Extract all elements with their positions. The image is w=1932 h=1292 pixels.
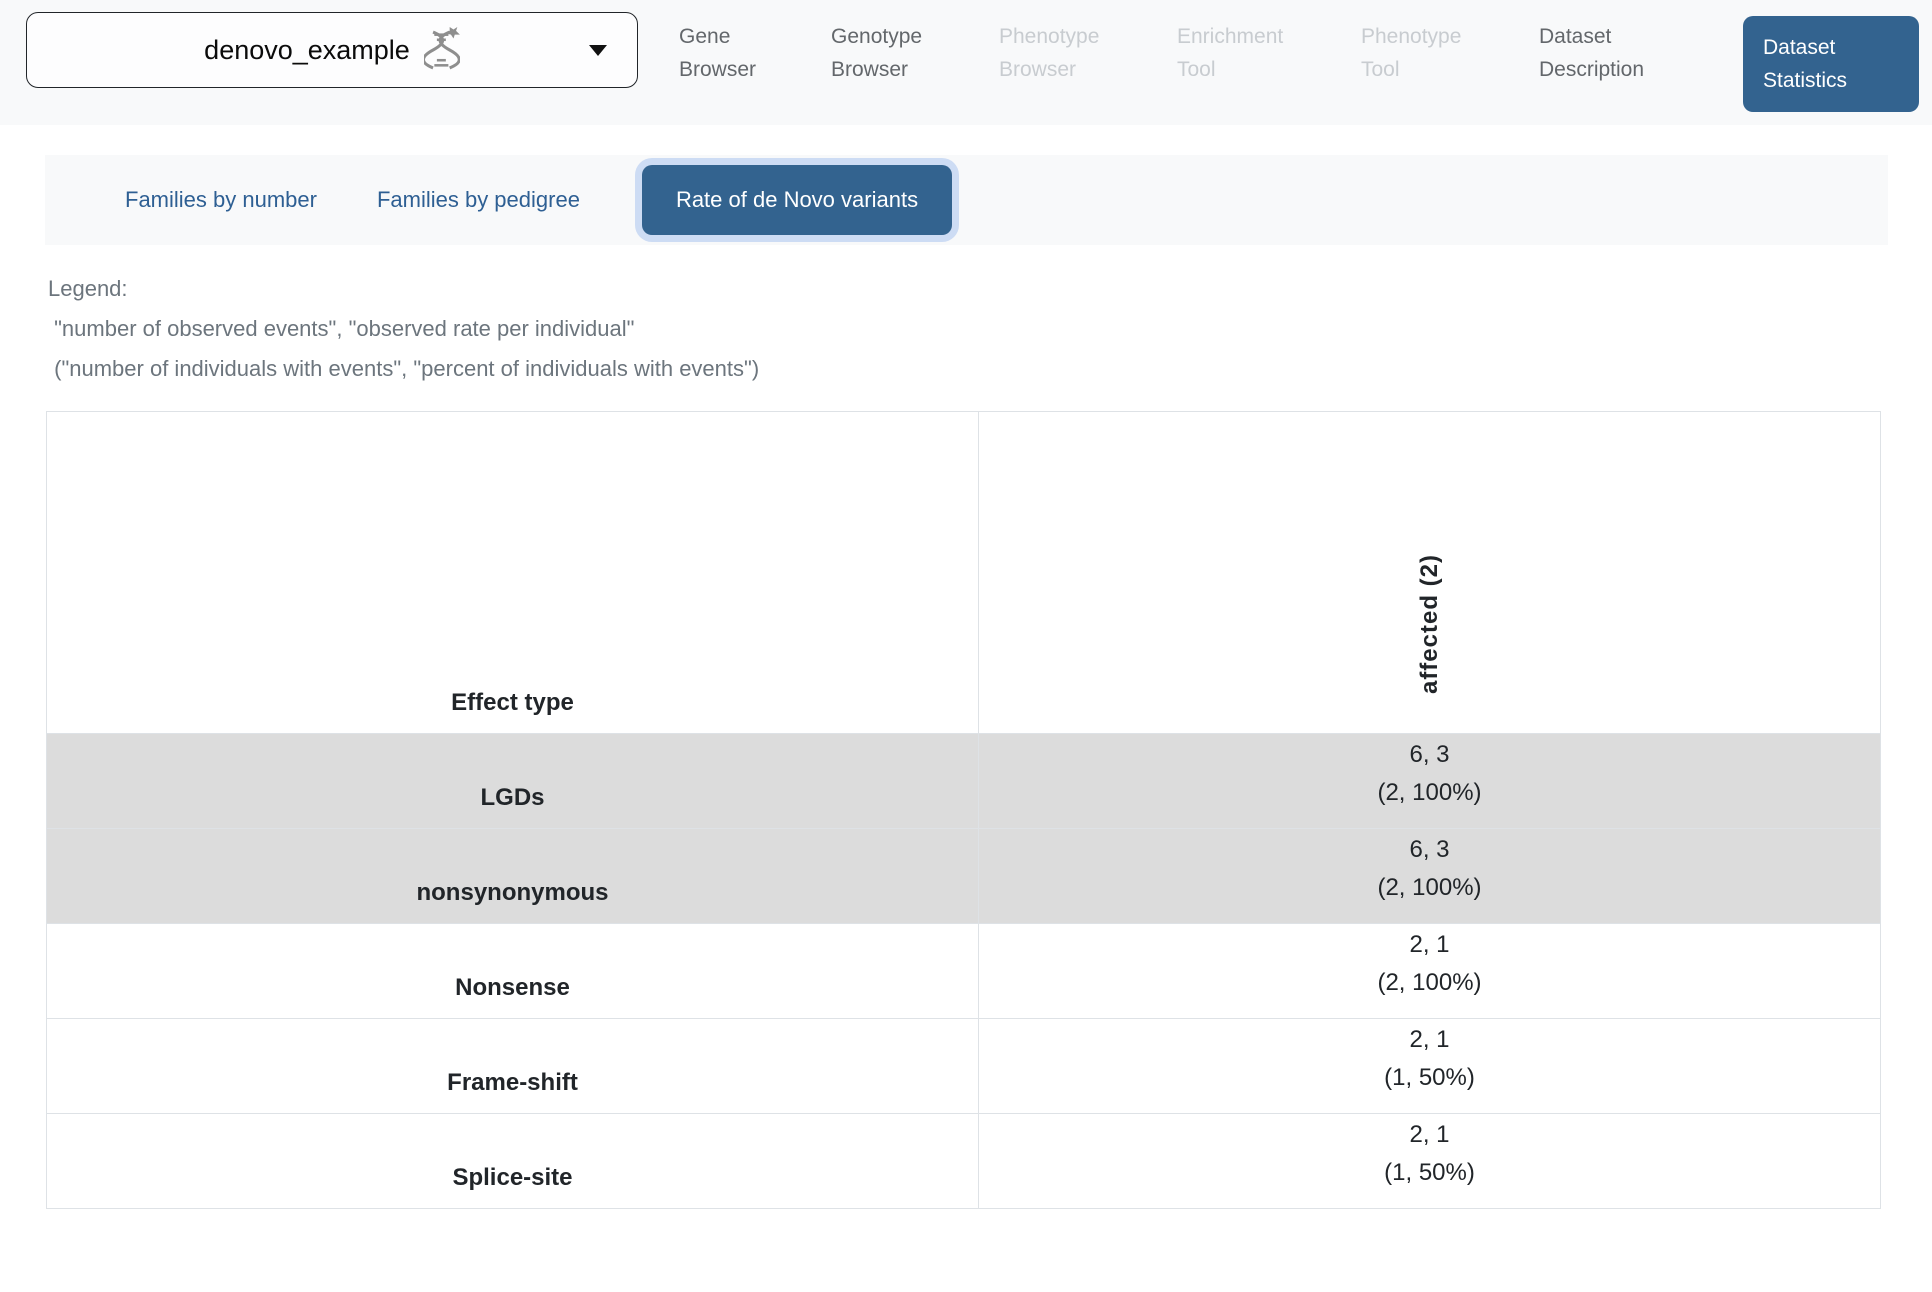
table-header-row: Effect type affected (2) [46,411,1881,734]
individuals-value: (1, 50%) [1384,1159,1475,1186]
events-value: 2, 1 [1409,931,1450,958]
events-value: 6, 3 [1409,836,1450,863]
individuals-value: (2, 100%) [1377,969,1482,996]
affected-group-header-label: affected (2) [1415,553,1443,694]
table-row: LGDs 6, 3 (2, 100%) [46,733,1881,829]
tab-families-by-number[interactable]: Families by number [125,187,317,212]
effect-type-header: Effect type [46,411,979,734]
dataset-selector-dropdown[interactable]: denovo_example [26,12,638,88]
events-value: 6, 3 [1409,741,1450,768]
nav-gene-browser[interactable]: Gene Browser [679,25,757,81]
individuals-value: (1, 50%) [1384,1064,1475,1091]
nav-enrichment-tool: Enrichment Tool [1177,25,1284,81]
effect-type-label: LGDs [480,784,545,811]
tab-families-by-pedigree[interactable]: Families by pedigree [376,187,580,212]
legend-title: Legend: [48,276,128,301]
dna-icon [423,27,460,70]
legend-block: Legend: "number of observed events", "ob… [48,269,1932,389]
table-row: nonsynonymous 6, 3 (2, 100%) [46,828,1881,924]
chevron-down-icon [589,45,607,56]
dataset-selector-value: denovo_example [204,34,410,65]
nav-genotype-browser[interactable]: Genotype Browser [831,25,923,81]
nav-dataset-statistics-active[interactable]: Dataset Statistics [1743,16,1919,112]
top-navigation-bar: denovo_example Gene Browser Genotype Bro… [0,0,1932,125]
de-novo-rate-table: Effect type affected (2) LGDs 6, 3 (2, 1… [46,411,1881,1209]
table-row: Frame-shift 2, 1 (1, 50%) [46,1018,1881,1114]
events-value: 2, 1 [1409,1121,1450,1148]
statistics-tab-strip: Families by number Families by pedigree … [45,155,1888,245]
individuals-value: (2, 100%) [1377,779,1482,806]
events-value: 2, 1 [1409,1026,1450,1053]
effect-type-label: Splice-site [452,1164,573,1191]
nav-phenotype-tool: Phenotype Tool [1361,25,1462,81]
nav-dataset-description[interactable]: Dataset Description [1539,25,1645,81]
table-row: Splice-site 2, 1 (1, 50%) [46,1113,1881,1209]
tab-rate-of-de-novo-variants[interactable]: Rate of de Novo variants [641,165,953,235]
legend-line-1: "number of observed events", "observed r… [48,316,635,341]
effect-type-label: nonsynonymous [416,879,609,906]
affected-group-header: affected (2) [978,411,1881,734]
effect-type-label: Nonsense [455,974,570,1001]
main-nav: Gene Browser Genotype Browser Phenotype … [679,20,1677,86]
table-row: Nonsense 2, 1 (2, 100%) [46,923,1881,1019]
individuals-value: (2, 100%) [1377,874,1482,901]
effect-type-label: Frame-shift [447,1069,578,1096]
legend-line-2: ("number of individuals with events", "p… [48,356,760,381]
nav-phenotype-browser: Phenotype Browser [999,25,1100,81]
